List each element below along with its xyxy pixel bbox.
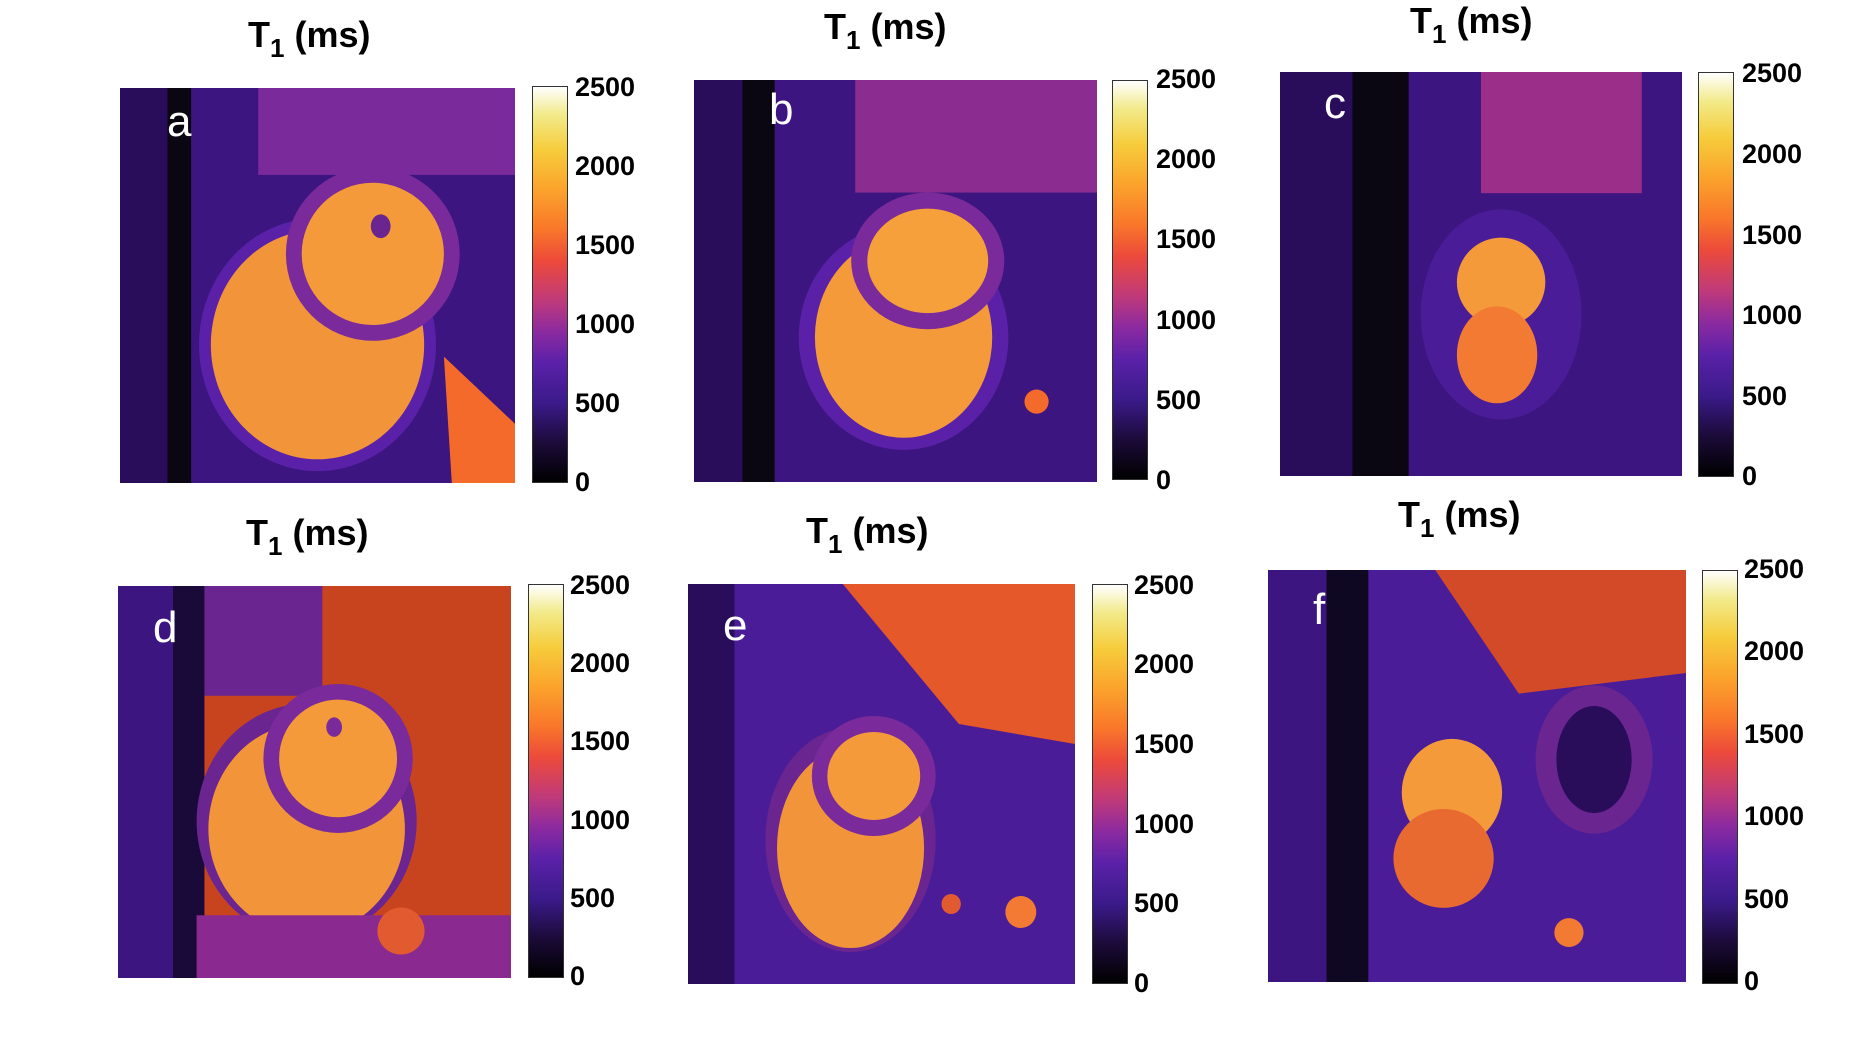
colorbar-d-tick-2500: 2500 <box>570 570 631 600</box>
colorbar-c-tick-1000: 1000 <box>1742 300 1803 330</box>
colorbar-d-tick-500: 500 <box>570 883 616 913</box>
colorbar-e-tick-1000: 1000 <box>1134 809 1195 839</box>
colorbar-f-tick-2000: 2000 <box>1744 636 1805 666</box>
colorbar-d-tick-1000: 1000 <box>570 805 631 835</box>
panel-d-letter: d <box>153 603 178 652</box>
colorbar-a-tick-2000: 2000 <box>575 151 636 181</box>
t1-map-image-b: b <box>694 80 1097 482</box>
colorbar-a-tick-1500: 1500 <box>575 230 636 260</box>
colorbar-b <box>1112 80 1148 480</box>
colorbar-f-tick-1500: 1500 <box>1744 719 1805 749</box>
colorbar-c-tick-2500: 2500 <box>1742 58 1803 88</box>
panel-a-title: T1 (ms) <box>248 14 371 63</box>
colorbar-f-tick-1000: 1000 <box>1744 801 1805 831</box>
panel-b-title: T1 (ms) <box>824 6 947 55</box>
t1-map-image-a: a <box>120 88 515 483</box>
panel-a-letter: a <box>167 97 192 146</box>
colorbar-e-tick-1500: 1500 <box>1134 729 1195 759</box>
colorbar-a-tick-2500: 2500 <box>575 72 636 102</box>
panel-f-letter: f <box>1313 585 1326 634</box>
colorbar-d-tick-2000: 2000 <box>570 648 631 678</box>
panel-c-title: T1 (ms) <box>1410 0 1533 49</box>
panel-d-title: T1 (ms) <box>246 512 369 561</box>
colorbar-a <box>532 86 568 483</box>
t1-map-image-c: c <box>1280 72 1682 476</box>
colorbar-f-tick-500: 500 <box>1744 884 1790 914</box>
t1-map-image-f: f <box>1268 570 1686 982</box>
colorbar-d-tick-0: 0 <box>570 961 586 991</box>
colorbar-e <box>1092 584 1128 984</box>
panel-e-letter: e <box>723 601 748 650</box>
colorbar-d <box>528 584 564 978</box>
colorbar-a-tick-500: 500 <box>575 388 621 418</box>
colorbar-e-tick-2500: 2500 <box>1134 570 1195 600</box>
colorbar-c-tick-2000: 2000 <box>1742 139 1803 169</box>
colorbar-d-tick-1500: 1500 <box>570 726 631 756</box>
colorbar-c-tick-0: 0 <box>1742 461 1758 491</box>
t1-map-image-e: e <box>688 584 1075 984</box>
colorbar-b-tick-0: 0 <box>1156 465 1172 495</box>
colorbar-b-tick-2000: 2000 <box>1156 144 1217 174</box>
colorbar-b-tick-500: 500 <box>1156 385 1202 415</box>
colorbar-e-tick-2000: 2000 <box>1134 649 1195 679</box>
colorbar-f-tick-2500: 2500 <box>1744 554 1805 584</box>
colorbar-c <box>1698 72 1734 477</box>
colorbar-e-tick-500: 500 <box>1134 888 1180 918</box>
t1-map-image-d: d <box>118 586 511 978</box>
colorbar-e-tick-0: 0 <box>1134 968 1150 998</box>
panel-b-letter: b <box>769 85 794 134</box>
colorbar-f-tick-0: 0 <box>1744 966 1760 996</box>
colorbar-c-tick-1500: 1500 <box>1742 220 1803 250</box>
colorbar-f <box>1702 570 1738 984</box>
panel-e-title: T1 (ms) <box>806 510 929 559</box>
colorbar-b-tick-1500: 1500 <box>1156 224 1217 254</box>
colorbar-b-tick-1000: 1000 <box>1156 305 1217 335</box>
panel-c-letter: c <box>1324 79 1346 128</box>
colorbar-b-tick-2500: 2500 <box>1156 64 1217 94</box>
colorbar-a-tick-0: 0 <box>575 467 591 497</box>
colorbar-c-tick-500: 500 <box>1742 381 1788 411</box>
panel-f-title: T1 (ms) <box>1398 494 1521 543</box>
colorbar-a-tick-1000: 1000 <box>575 309 636 339</box>
